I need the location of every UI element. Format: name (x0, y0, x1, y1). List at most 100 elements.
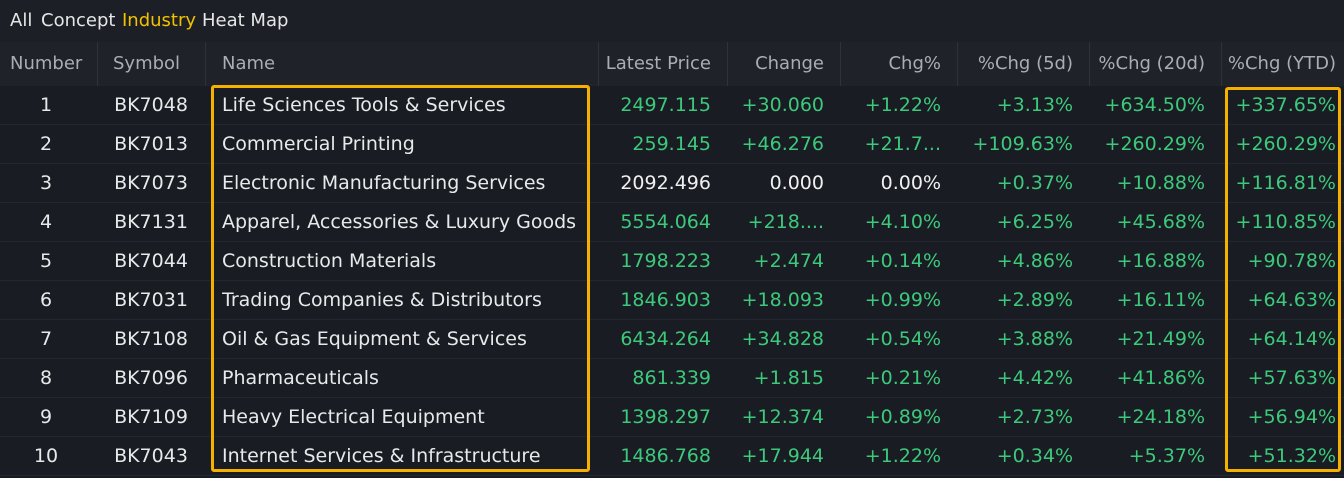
table-row[interactable] (0, 203, 1344, 242)
latest-price-cell: 1486.768 (620, 445, 711, 467)
change-pct-cell: +21.7... (864, 133, 941, 155)
change-5d-cell: +0.34% (996, 445, 1073, 467)
column-header[interactable]: Symbol (113, 53, 181, 74)
number-cell: 2 (39, 133, 53, 155)
table-row[interactable] (0, 320, 1344, 359)
change-5d-cell: +6.25% (996, 211, 1073, 233)
column-divider (727, 42, 728, 86)
change-20d-cell: +10.88% (1116, 172, 1205, 194)
number-cell: 3 (39, 172, 53, 194)
name-cell: Trading Companies & Distributors (222, 289, 542, 311)
symbol-cell: BK7108 (114, 328, 188, 350)
column-header[interactable]: %Chg (YTD) (1227, 53, 1336, 74)
change-cell: +2.474 (753, 250, 824, 272)
name-cell: Life Sciences Tools & Services (222, 94, 506, 116)
table-row[interactable] (0, 359, 1344, 398)
latest-price-cell: 6434.264 (620, 328, 711, 350)
name-cell: Pharmaceuticals (222, 367, 379, 389)
change-20d-cell: +24.18% (1116, 406, 1205, 428)
change-cell: +30.060 (741, 94, 824, 116)
change-20d-cell: +45.68% (1116, 211, 1205, 233)
symbol-cell: BK7043 (114, 445, 188, 467)
symbol-cell: BK7096 (114, 367, 188, 389)
column-header[interactable]: %Chg (20d) (1098, 53, 1205, 74)
column-divider (957, 42, 958, 86)
change-20d-cell: +16.88% (1116, 250, 1205, 272)
latest-price-cell: 1398.297 (620, 406, 711, 428)
symbol-cell: BK7109 (114, 406, 188, 428)
change-ytd-cell: +116.81% (1235, 172, 1336, 194)
change-pct-cell: +0.14% (864, 250, 941, 272)
table-row[interactable] (0, 125, 1344, 164)
name-cell: Construction Materials (222, 250, 437, 272)
number-cell: 4 (39, 211, 53, 233)
symbol-cell: BK7013 (114, 133, 188, 155)
highlight-box (211, 85, 590, 472)
change-cell: +218.... (747, 211, 824, 233)
column-divider (598, 42, 599, 86)
number-cell: 10 (33, 445, 59, 467)
change-pct-cell: +4.10% (864, 211, 941, 233)
change-cell: 0.000 (769, 172, 824, 194)
change-cell: +1.815 (753, 367, 824, 389)
change-20d-cell: +634.50% (1104, 94, 1205, 116)
number-cell: 9 (39, 406, 53, 428)
change-ytd-cell: +64.63% (1247, 289, 1336, 311)
number-cell: 8 (39, 367, 53, 389)
number-cell: 5 (39, 250, 53, 272)
latest-price-cell: 1846.903 (620, 289, 711, 311)
table-row[interactable] (0, 86, 1344, 125)
column-header[interactable]: Change (755, 53, 824, 74)
symbol-cell: BK7031 (114, 289, 188, 311)
symbol-cell: BK7048 (114, 94, 188, 116)
table-row[interactable] (0, 242, 1344, 281)
column-header[interactable]: Latest Price (605, 53, 711, 74)
tab[interactable]: Industry (122, 10, 197, 31)
number-cell: 7 (39, 328, 53, 350)
latest-price-cell: 5554.064 (620, 211, 711, 233)
table-row[interactable] (0, 164, 1344, 203)
tab[interactable]: Heat Map (202, 10, 289, 31)
change-5d-cell: +4.42% (996, 367, 1073, 389)
symbol-cell: BK7044 (114, 250, 188, 272)
change-ytd-cell: +56.94% (1247, 406, 1336, 428)
name-cell: Oil & Gas Equipment & Services (222, 328, 527, 350)
name-cell: Electronic Manufacturing Services (222, 172, 546, 194)
table-row[interactable] (0, 281, 1344, 320)
latest-price-cell: 2092.496 (620, 172, 711, 194)
name-cell: Apparel, Accessories & Luxury Goods (222, 211, 577, 233)
change-ytd-cell: +57.63% (1247, 367, 1336, 389)
change-5d-cell: +109.63% (972, 133, 1073, 155)
change-20d-cell: +16.11% (1116, 289, 1205, 311)
name-cell: Internet Services & Infrastructure (222, 445, 541, 467)
change-cell: +12.374 (741, 406, 824, 428)
change-pct-cell: +0.21% (864, 367, 941, 389)
change-5d-cell: +2.73% (996, 406, 1073, 428)
tab[interactable]: All (10, 10, 33, 31)
change-pct-cell: +1.22% (864, 94, 941, 116)
table-row[interactable] (0, 398, 1344, 437)
column-divider (1089, 42, 1090, 86)
change-ytd-cell: +260.29% (1235, 133, 1336, 155)
column-header[interactable]: %Chg (5d) (977, 53, 1073, 74)
latest-price-cell: 259.145 (632, 133, 711, 155)
tab[interactable]: Concept (41, 10, 116, 31)
latest-price-cell: 1798.223 (620, 250, 711, 272)
highlight-box (1225, 87, 1341, 472)
column-header[interactable]: Name (222, 53, 276, 74)
change-ytd-cell: +110.85% (1235, 211, 1336, 233)
change-20d-cell: +5.37% (1128, 445, 1205, 467)
change-pct-cell: 0.00% (880, 172, 941, 194)
change-5d-cell: +3.13% (996, 94, 1073, 116)
change-pct-cell: +0.89% (864, 406, 941, 428)
latest-price-cell: 2497.115 (620, 94, 711, 116)
change-ytd-cell: +90.78% (1247, 250, 1336, 272)
column-header[interactable]: Number (10, 53, 83, 74)
latest-price-cell: 861.339 (632, 367, 711, 389)
change-cell: +17.944 (741, 445, 824, 467)
tab-bar: All Concept Industry Heat Map (0, 0, 1344, 43)
name-cell: Heavy Electrical Equipment (222, 406, 485, 428)
symbol-cell: BK7131 (114, 211, 188, 233)
column-header[interactable]: Chg% (888, 53, 941, 74)
